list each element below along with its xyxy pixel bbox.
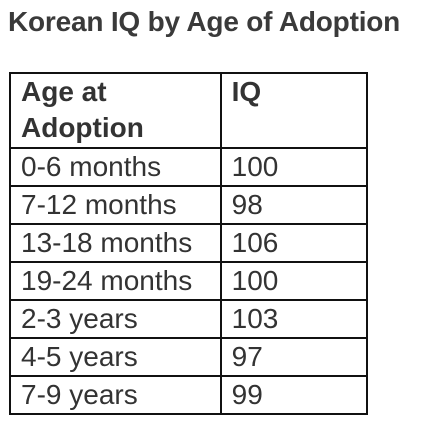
header-iq: IQ (219, 72, 369, 149)
header-age-line1: Age at (21, 76, 107, 107)
table-row: 13-18 months 106 (9, 223, 369, 263)
age-cell: 0-6 months (9, 147, 222, 187)
iq-cell: 100 (219, 147, 369, 187)
header-age-at-adoption: Age at Adoption (9, 72, 222, 149)
iq-cell: 106 (219, 223, 369, 263)
header-age-line2: Adoption (21, 112, 144, 143)
age-cell: 13-18 months (9, 223, 222, 263)
table-row: 0-6 months 100 (9, 147, 369, 187)
iq-cell: 99 (219, 375, 369, 415)
age-cell: 19-24 months (9, 261, 222, 301)
iq-cell: 100 (219, 261, 369, 301)
table-row: 19-24 months 100 (9, 261, 369, 301)
iq-cell: 98 (219, 185, 369, 225)
table-row: 7-12 months 98 (9, 185, 369, 225)
iq-cell: 97 (219, 337, 369, 377)
age-cell: 7-9 years (9, 375, 222, 415)
age-cell: 4-5 years (9, 337, 222, 377)
iq-table: Age at Adoption IQ 0-6 months 100 7-12 mo… (9, 72, 369, 415)
age-cell: 2-3 years (9, 299, 222, 339)
age-cell: 7-12 months (9, 185, 222, 225)
iq-cell: 103 (219, 299, 369, 339)
table-row: 4-5 years 97 (9, 337, 369, 377)
table-row: 2-3 years 103 (9, 299, 369, 339)
table-row: 7-9 years 99 (9, 375, 369, 415)
page-title: Korean IQ by Age of Adoption (8, 6, 401, 37)
table-header-row: Age at Adoption IQ (9, 72, 369, 149)
